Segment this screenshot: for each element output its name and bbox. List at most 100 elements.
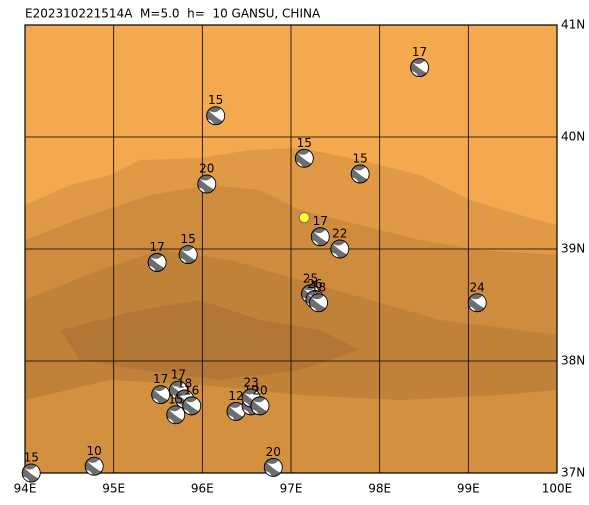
depth-label: 15: [353, 151, 368, 165]
beachball-outline: [147, 253, 167, 272]
depth-label: 16: [184, 383, 199, 397]
beachball-dilatation: [198, 187, 205, 193]
beachball: [182, 396, 202, 416]
beachball-outline: [294, 148, 314, 168]
depth-label: 18: [311, 280, 326, 294]
beachball-outline: [178, 245, 198, 265]
beachball: [467, 293, 487, 313]
beachball-outline: [330, 239, 350, 259]
beachball-dilatation: [176, 402, 183, 408]
beachball-dilatation: [86, 469, 93, 476]
depth-label: 20: [266, 445, 281, 459]
depth-label: 22: [332, 227, 347, 241]
depth-label: 10: [87, 444, 102, 458]
depth-label: 15: [168, 392, 183, 406]
beachball: [350, 164, 370, 184]
beachball: [309, 293, 328, 313]
depth-label: 20: [199, 162, 214, 176]
beachball: [178, 245, 198, 265]
depth-label: 26: [307, 277, 322, 291]
beachball-dilatation: [412, 60, 429, 73]
y-tick-label: 39N: [561, 242, 585, 256]
beachball-dilatation: [296, 161, 303, 168]
beachball-dilatation: [183, 409, 190, 415]
x-tick-label: 97E: [280, 482, 303, 496]
beachball-dilatation: [352, 177, 359, 183]
depth-label: 15: [24, 451, 39, 465]
beachball-dilatation: [265, 471, 272, 477]
beachball-outline: [166, 405, 186, 425]
beachball-dilatation: [228, 404, 246, 417]
depth-label: 25: [303, 271, 318, 285]
beachball-outline: [310, 227, 330, 247]
depth-label: 17: [412, 45, 427, 59]
beachball-dilatation: [152, 398, 159, 404]
beachball: [250, 396, 270, 416]
beachball: [147, 253, 167, 272]
beachball-outline: [350, 164, 370, 184]
beachball-outline: [151, 385, 171, 405]
beachball-dilatation: [207, 119, 214, 125]
beachball-dilatation: [153, 387, 170, 400]
beachball-dilatation: [297, 151, 314, 164]
beachball-dilatation: [352, 166, 370, 180]
x-tick-label: 94E: [14, 482, 37, 496]
beachball-dilatation: [470, 295, 487, 309]
y-tick-label: 38N: [561, 354, 585, 368]
map-title: E202310221514A M=5.0 h= 10 GANSU, CHINA: [25, 7, 321, 21]
beachball: [410, 58, 429, 77]
beachball-dilatation: [252, 398, 269, 412]
beachball: [84, 456, 104, 476]
beachball-dilatation: [167, 418, 174, 424]
beachball-dilatation: [251, 409, 259, 415]
beachball-dilatation: [227, 415, 235, 421]
depth-label: 17: [171, 368, 186, 382]
beachball-dilatation: [310, 306, 317, 312]
beachball-dilatation: [243, 401, 250, 407]
beachball-outline: [410, 58, 429, 77]
beachball-dilatation: [266, 460, 283, 473]
depth-label: 17: [313, 214, 328, 228]
beachball-dilatation: [184, 398, 201, 412]
beachball-dilatation: [312, 240, 319, 246]
beachball-outline: [309, 293, 328, 313]
beachball-outline: [467, 293, 487, 313]
depth-label: 15: [208, 93, 223, 107]
beachball-dilatation: [180, 247, 198, 260]
beachball-outline: [206, 106, 226, 126]
beachball-dilatation: [332, 241, 349, 255]
beachball: [197, 174, 217, 194]
beachball-dilatation: [199, 176, 216, 190]
depth-label: 15: [297, 136, 312, 150]
y-tick-label: 41N: [561, 18, 585, 32]
beachball-outline: [250, 396, 270, 416]
depth-label: 17: [153, 372, 168, 386]
depth-label: 17: [149, 240, 164, 254]
depth-label: 18: [177, 377, 192, 391]
x-tick-label: 95E: [102, 482, 125, 496]
beachball-outline: [182, 396, 202, 416]
depth-label: 23: [243, 375, 258, 389]
depth-label: 15: [181, 232, 196, 246]
beachball-dilatation: [149, 255, 167, 268]
beachball-dilatation: [243, 409, 250, 415]
beachball: [21, 463, 41, 483]
beachball: [263, 457, 283, 477]
depth-label: 20: [252, 383, 267, 397]
beachball-dilatation: [469, 306, 476, 312]
beachball-dilatation: [331, 252, 338, 258]
beachball-dilatation: [24, 465, 41, 479]
x-tick-label: 96E: [191, 482, 214, 496]
y-tick-label: 40N: [561, 130, 585, 144]
beachball-outline: [263, 457, 283, 477]
map-frame: [24, 24, 558, 474]
beachball-outline: [21, 463, 41, 483]
beachball-outline: [84, 456, 104, 476]
x-tick-label: 100E: [542, 482, 573, 496]
depth-label: 24: [470, 280, 485, 294]
x-tick-label: 98E: [368, 482, 391, 496]
beachball: [151, 385, 171, 405]
depth-label: 12: [228, 389, 243, 403]
beachball: [166, 405, 186, 425]
